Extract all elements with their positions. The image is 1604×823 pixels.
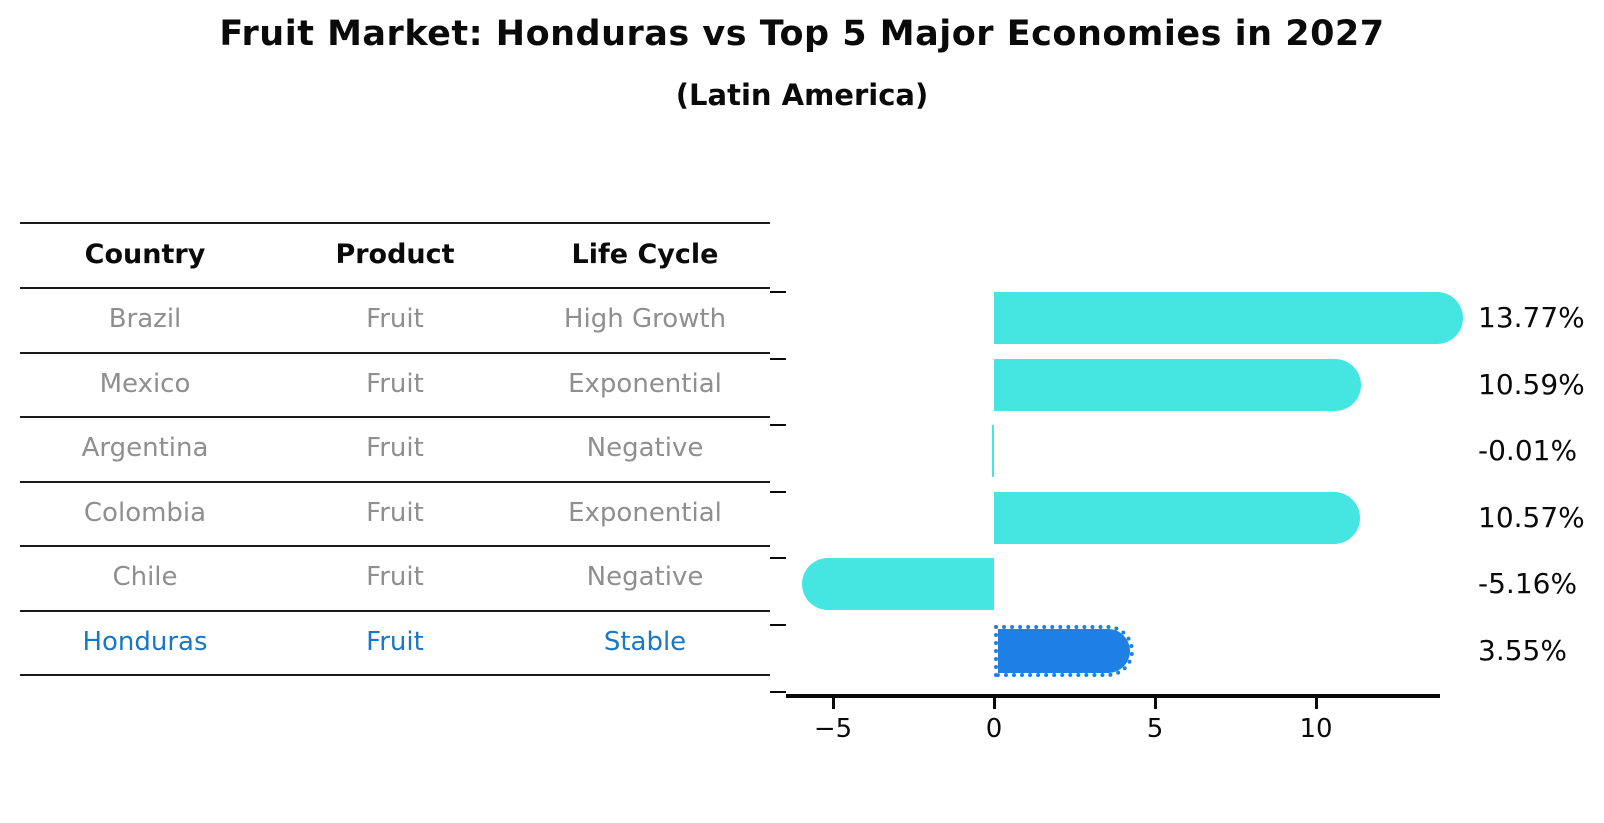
y-tick <box>770 291 786 293</box>
table-cell-country: Argentina <box>81 433 209 464</box>
table-cell-product: Fruit <box>366 433 424 464</box>
table-row-rule <box>20 610 770 612</box>
table-cell-country: Brazil <box>108 304 182 335</box>
table-cell-product: Fruit <box>366 368 424 399</box>
bar-argentina <box>991 425 995 478</box>
value-label-mexico: 10.59% <box>1478 367 1585 401</box>
bar-chile <box>801 558 995 611</box>
table-row-honduras: Honduras Fruit Stable <box>20 610 770 675</box>
x-tick-label: 5 <box>1146 714 1164 744</box>
table-row-rule <box>20 352 770 354</box>
y-tick <box>770 690 786 693</box>
table-row-mexico: Mexico Fruit Exponential <box>20 352 770 417</box>
value-label-colombia: 10.57% <box>1478 500 1585 534</box>
table-cell-life_cycle: Stable <box>603 626 687 657</box>
table-cell-life_cycle: Negative <box>586 433 704 464</box>
y-tick <box>770 424 786 427</box>
x-tick <box>1153 698 1157 709</box>
table-bottom-rule <box>20 674 770 676</box>
table-cell-life_cycle: High Growth <box>563 304 727 335</box>
table-cell-life_cycle: Exponential <box>568 368 722 399</box>
table-cell-country: Chile <box>112 562 178 593</box>
x-axis-line <box>786 694 1440 698</box>
table-row-rule <box>20 545 770 547</box>
column-header-country: Country <box>84 239 206 270</box>
chart-title: Fruit Market: Honduras vs Top 5 Major Ec… <box>219 14 1385 54</box>
column-header-lifecycle: Life Cycle <box>571 239 719 270</box>
table-row-colombia: Colombia Fruit Exponential <box>20 481 770 546</box>
table-row-argentina: Argentina Fruit Negative <box>20 416 770 481</box>
bar-brazil <box>994 292 1464 344</box>
table-row-brazil: Brazil Fruit High Growth <box>20 287 770 352</box>
bar-honduras <box>994 625 1135 677</box>
table-cell-product: Fruit <box>366 304 424 335</box>
value-label-honduras: 3.55% <box>1478 634 1567 667</box>
table-cell-product: Fruit <box>366 497 424 528</box>
table-row-chile: Chile Fruit Negative <box>20 545 770 610</box>
value-label-argentina: -0.01% <box>1478 434 1578 468</box>
table-row-rule <box>20 481 770 483</box>
bar-mexico <box>994 358 1362 411</box>
table-cell-country: Honduras <box>82 626 208 657</box>
x-tick <box>831 698 835 709</box>
chart-subtitle: (Latin America) <box>675 78 929 112</box>
y-tick <box>770 624 786 626</box>
x-tick-label: 0 <box>985 714 1003 744</box>
table-cell-country: Mexico <box>99 368 191 399</box>
table-cell-life_cycle: Exponential <box>568 497 722 528</box>
y-tick <box>770 557 786 560</box>
table-row-rule <box>20 416 770 418</box>
bar-colombia <box>994 491 1361 544</box>
value-label-brazil: 13.77% <box>1478 301 1585 334</box>
table-top-rule <box>20 222 770 224</box>
x-tick-label: 10 <box>1299 714 1333 744</box>
table-cell-life_cycle: Negative <box>586 562 704 593</box>
column-header-product: Product <box>335 239 455 270</box>
x-tick <box>992 698 996 709</box>
table-cell-product: Fruit <box>366 626 424 657</box>
table-cell-product: Fruit <box>366 562 424 593</box>
x-tick <box>1314 698 1318 709</box>
table-cell-country: Colombia <box>83 497 207 528</box>
value-label-chile: -5.16% <box>1478 567 1578 601</box>
table-header-rule <box>20 287 770 289</box>
x-tick-label: −5 <box>813 714 853 744</box>
y-tick <box>770 490 786 493</box>
y-tick <box>770 357 786 360</box>
table-header-row: Country Product Life Cycle <box>20 222 770 287</box>
